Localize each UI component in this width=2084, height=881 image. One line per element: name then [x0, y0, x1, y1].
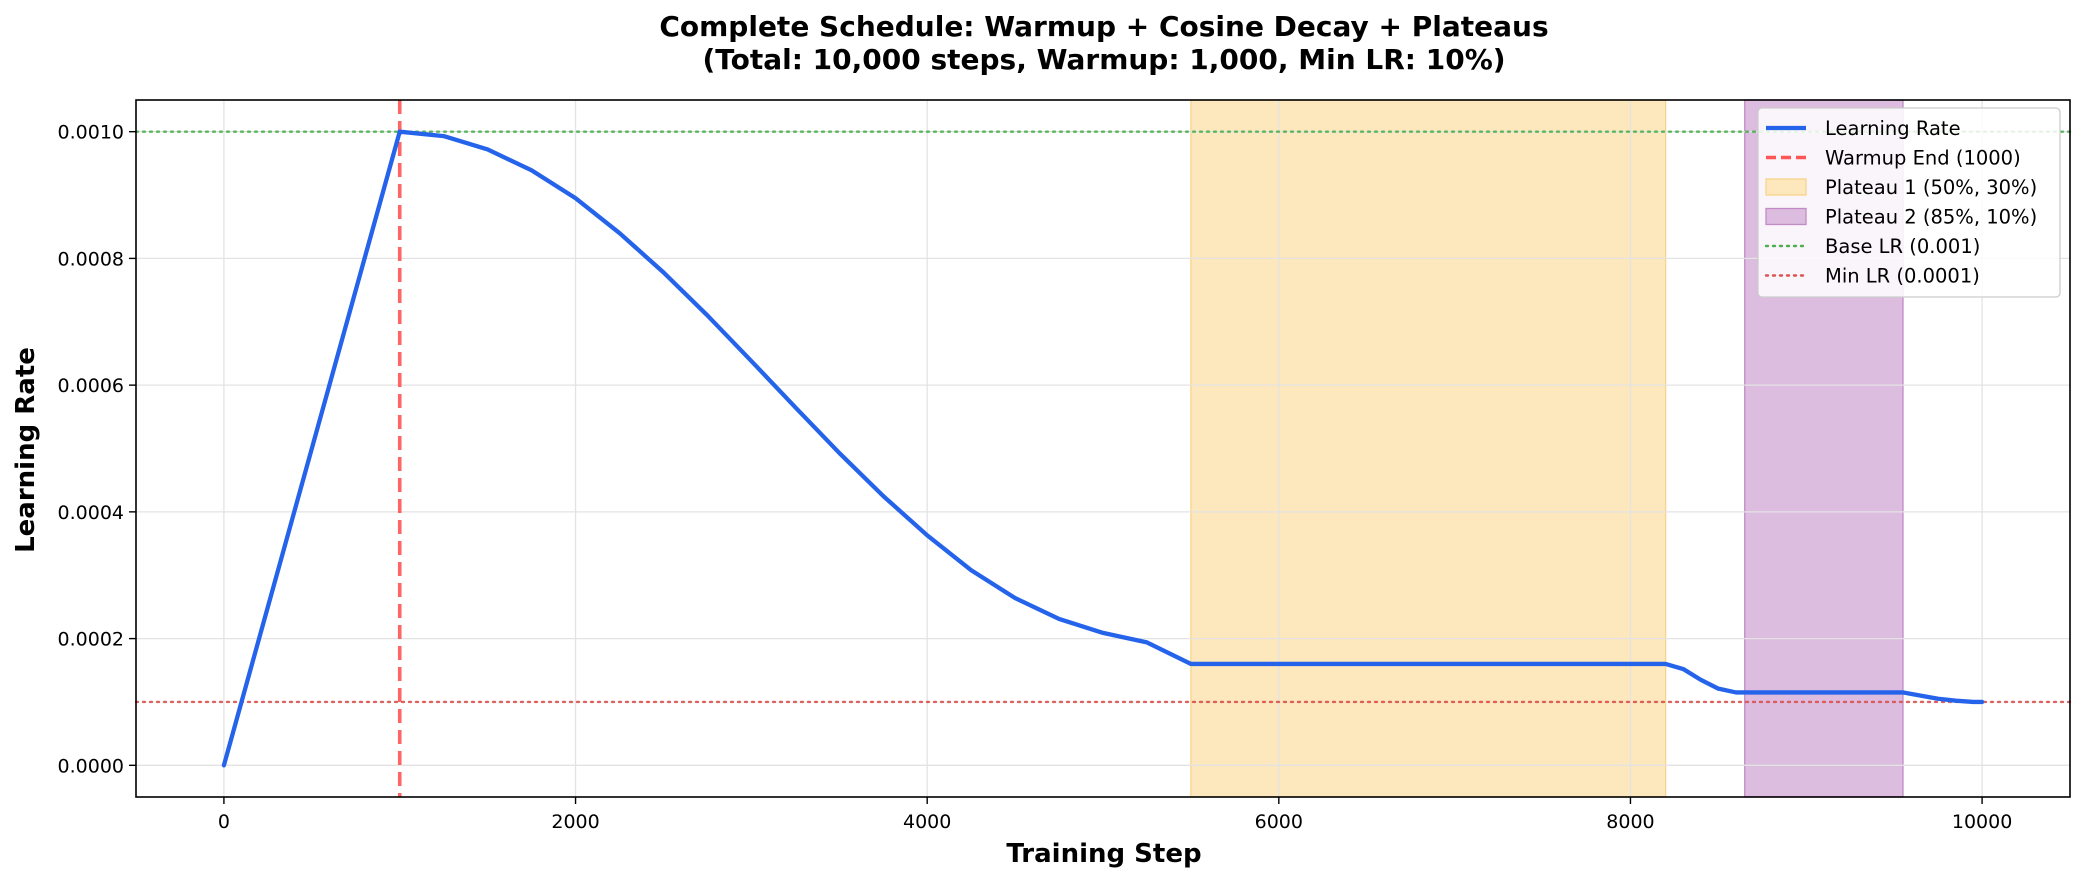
series-layer — [221, 129, 1985, 768]
x-tick-label-4: 8000 — [1606, 811, 1654, 833]
legend-label-4: Plateau 2 (85%, 10%) — [1825, 206, 2037, 229]
y-axis-ticks: 0.0000 0.0002 0.0004 0.0006 0.0008 0.0010 — [58, 122, 136, 777]
y-tick-label-0: 0.0000 — [58, 755, 124, 777]
chart-title-line2: (Total: 10,000 steps, Warmup: 1,000, Min… — [702, 43, 1505, 76]
x-tick-label-0: 0 — [218, 811, 230, 833]
plot-frame — [135, 99, 2071, 798]
plateau-span-1 — [1190, 99, 1667, 798]
legend-frame — [1757, 107, 2061, 298]
legend-label-1: Learning Rate — [1825, 117, 1961, 140]
y-tick-label-5: 0.0010 — [58, 122, 124, 144]
legend-label-3: Plateau 1 (50%, 30%) — [1825, 176, 2037, 199]
y-tick-label-4: 0.0008 — [58, 248, 124, 270]
x-tick-label-1: 2000 — [551, 811, 599, 833]
x-axis-ticks: 0 2000 4000 6000 8000 10000 — [218, 797, 2012, 833]
y-axis-label: Learning Rate — [11, 347, 41, 553]
y-tick-label-2: 0.0004 — [58, 502, 124, 524]
legend-handle-3 — [1765, 178, 1807, 196]
chart-title-line1: Complete Schedule: Warmup + Cosine Decay… — [659, 10, 1548, 43]
legend-handle-4 — [1765, 207, 1807, 226]
reference-lines — [134, 100, 2072, 797]
legend: Learning Rate Warmup End (1000) Plateau 1 … — [1757, 107, 2061, 298]
y-tick-label-3: 0.0006 — [58, 375, 124, 397]
legend-label-5: Base LR (0.001) — [1825, 235, 1980, 258]
series-line-1 — [221, 129, 1985, 768]
x-tick-label-5: 10000 — [1952, 811, 2012, 833]
x-tick-label-3: 6000 — [1255, 811, 1303, 833]
y-tick-label-1: 0.0002 — [58, 629, 124, 651]
legend-label-2: Warmup End (1000) — [1825, 147, 2021, 170]
x-tick-label-2: 4000 — [903, 811, 951, 833]
x-axis-label: Training Step — [1006, 839, 1201, 869]
legend-label-6: Min LR (0.0001) — [1825, 265, 1980, 288]
